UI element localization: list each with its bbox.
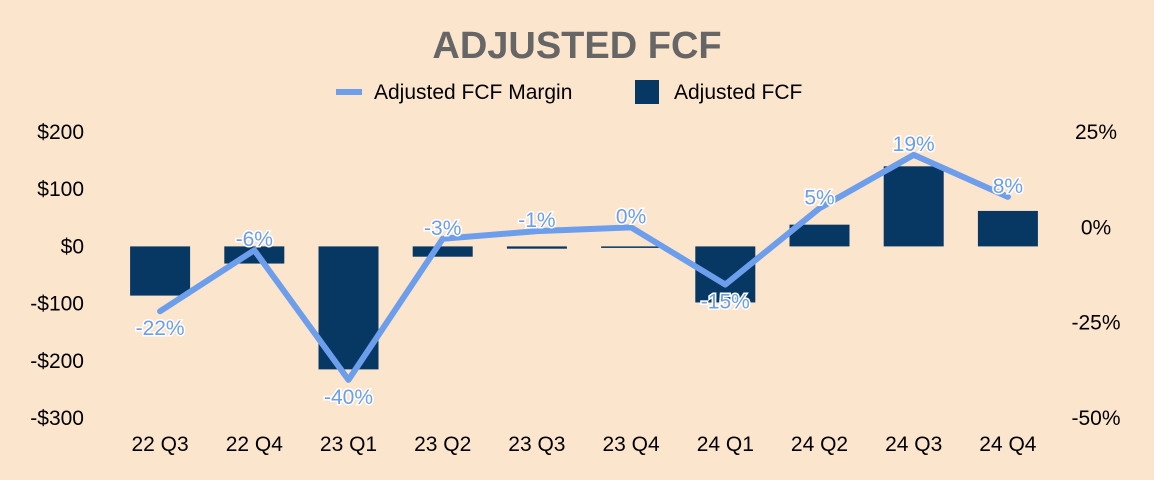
x-tick-label: 23 Q4 xyxy=(602,433,660,456)
legend: Adjusted FCF Margin Adjusted FCF xyxy=(336,80,802,104)
data-labels: -22% -6% -40% -3% -1% 0% -15% 5% 19% 8% xyxy=(134,131,1024,410)
x-tick-label: 23 Q3 xyxy=(508,433,565,456)
x-tick-label: 24 Q4 xyxy=(979,433,1037,456)
left-tick-label: $0 xyxy=(61,235,84,258)
margin-data-label: -1% xyxy=(518,209,555,232)
legend-label-margin: Adjusted FCF Margin xyxy=(374,81,572,104)
bar-24-q4 xyxy=(977,210,1038,247)
bar-23-q2 xyxy=(412,246,473,257)
bar-23-q3 xyxy=(506,246,567,249)
bar-23-q4 xyxy=(601,246,662,248)
bar-24-q2 xyxy=(789,224,850,247)
margin-data-label: 8% xyxy=(993,175,1023,198)
left-tick-label: $200 xyxy=(37,121,84,144)
bar-24-q3 xyxy=(883,166,944,247)
left-tick-label: -$200 xyxy=(30,350,84,373)
x-tick-label: 23 Q1 xyxy=(320,433,377,456)
margin-data-label: 5% xyxy=(804,186,834,209)
x-tick-label: 23 Q2 xyxy=(414,433,471,456)
x-tick-label: 24 Q1 xyxy=(697,433,754,456)
chart-title: ADJUSTED FCF xyxy=(432,25,721,67)
bar-22-q3 xyxy=(130,246,191,296)
x-tick-label: 24 Q2 xyxy=(791,433,848,456)
right-tick-label: -50% xyxy=(1071,407,1120,430)
margin-data-label: -6% xyxy=(236,228,273,251)
left-axis: $200 $100 $0 -$100 -$200 -$300 xyxy=(30,121,84,430)
left-tick-label: $100 xyxy=(37,178,84,201)
margin-data-label: 19% xyxy=(893,133,935,156)
legend-label-fcf: Adjusted FCF xyxy=(674,81,802,104)
margin-data-label: -15% xyxy=(701,291,750,314)
x-tick-label: 24 Q3 xyxy=(885,433,942,456)
x-axis: 22 Q3 22 Q4 23 Q1 23 Q2 23 Q3 23 Q4 24 Q1 24 Q2… xyxy=(131,433,1036,456)
left-tick-label: -$300 xyxy=(30,407,84,430)
margin-data-label: -40% xyxy=(324,386,373,409)
right-tick-label: 0% xyxy=(1081,216,1111,239)
right-axis: 25% 0% -25% -50% xyxy=(1071,121,1120,430)
right-tick-label: 25% xyxy=(1075,121,1117,144)
right-tick-label: -25% xyxy=(1071,312,1120,335)
x-tick-label: 22 Q3 xyxy=(131,433,188,456)
margin-data-label: -3% xyxy=(424,217,461,240)
x-tick-label: 22 Q4 xyxy=(226,433,284,456)
margin-data-label: 0% xyxy=(616,205,646,228)
margin-line xyxy=(157,151,1011,383)
left-tick-label: -$100 xyxy=(30,293,84,316)
legend-box-swatch xyxy=(635,80,659,104)
margin-data-label: -22% xyxy=(136,317,185,340)
line-series xyxy=(157,151,1011,383)
